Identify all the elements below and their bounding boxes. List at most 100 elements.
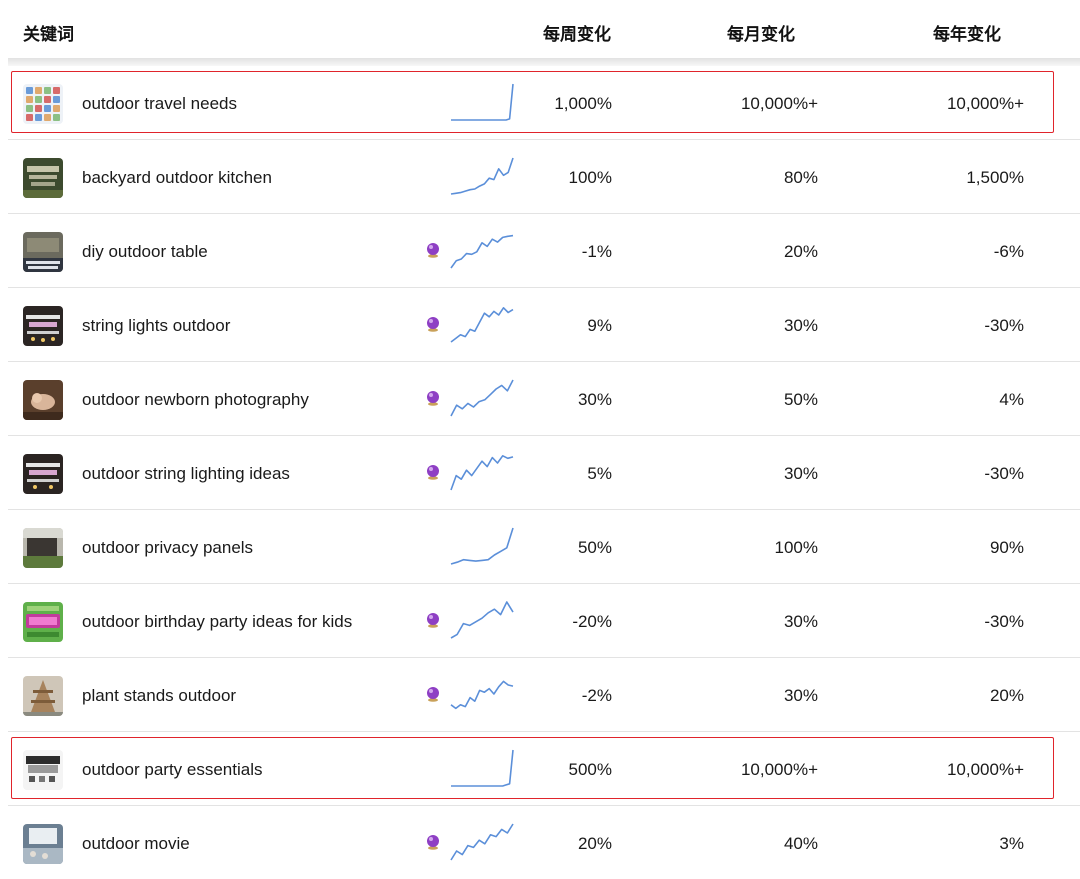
weekly-change-value: -20% [572,612,612,631]
trend-sparkline [450,379,514,417]
keyword-thumbnail [23,84,63,124]
row-divider [8,657,1080,658]
trend-sparkline [450,601,514,639]
monthly-change-value: 50% [783,390,818,409]
keyword-row[interactable]: outdoor privacy panels 50% 100% 90% [0,510,1080,584]
trend-line [450,234,514,269]
weekly-change-value: 30% [577,390,612,409]
monthly-change-value: 30% [783,612,818,631]
header-yearly-change[interactable]: 每年变化 [933,25,1001,44]
row-divider [8,435,1080,436]
crystal-ball-icon [425,612,441,628]
trend-sparkline [450,527,514,565]
crystal-ball-icon [425,834,441,850]
row-divider [8,287,1080,288]
row-divider [8,731,1080,732]
crystal-ball-icon [425,242,441,258]
keyword-row[interactable]: outdoor newborn photography 30% 50% 4% [0,362,1080,436]
keyword-thumbnail [23,380,63,420]
trend-sparkline [450,306,514,343]
trend-line [450,680,514,710]
keyword-label[interactable]: outdoor newborn photography [82,390,309,409]
keyword-thumbnail [23,454,63,494]
yearly-change-value: 90% [989,538,1024,557]
trend-line [451,83,514,121]
row-divider [8,805,1080,806]
monthly-change-value: 10,000%+ [740,760,818,779]
keyword-thumbnail [23,528,63,568]
monthly-change-value: 40% [783,834,818,853]
monthly-change-value: 30% [783,464,818,483]
keyword-row[interactable]: backyard outdoor kitchen 100% 80% 1,500% [0,140,1080,214]
crystal-ball-icon [425,390,441,406]
keyword-label[interactable]: outdoor travel needs [82,94,237,113]
keyword-thumbnail [23,824,63,864]
yearly-change-value: -30% [984,316,1024,335]
keyword-label[interactable]: plant stands outdoor [82,686,237,705]
trend-sparkline [450,157,514,195]
header-keyword[interactable]: 关键词 [23,25,74,44]
trend-sparkline [450,680,514,710]
keyword-row[interactable]: outdoor birthday party ideas for kids -20… [0,584,1080,658]
crystal-ball-icon [425,316,441,332]
weekly-change-value: -1% [581,242,612,261]
keyword-thumbnail [23,158,63,198]
weekly-change-value: 100% [568,168,612,187]
header-monthly-change[interactable]: 每月变化 [727,25,795,44]
keyword-table-body: outdoor travel needs 1,000% 10,000%+ 10,000… [0,66,1080,879]
row-divider [8,361,1080,362]
header-divider [8,58,1080,66]
trend-line [450,601,514,639]
trend-line [450,379,514,417]
trend-line [450,157,514,195]
yearly-change-value: -30% [984,464,1024,483]
row-divider [8,213,1080,214]
crystal-ball-icon [425,686,441,702]
trend-sparkline [450,234,514,269]
monthly-change-value: 30% [783,316,818,335]
yearly-change-value: 20% [989,686,1024,705]
weekly-change-value: 9% [587,316,612,335]
keyword-label[interactable]: outdoor string lighting ideas [82,464,290,483]
keyword-label[interactable]: outdoor birthday party ideas for kids [82,612,353,631]
monthly-change-value: 80% [783,168,818,187]
keyword-label[interactable]: outdoor movie [82,834,190,853]
keyword-label[interactable]: string lights outdoor [82,316,231,335]
weekly-change-value: 500% [568,760,612,779]
weekly-change-value: -2% [581,686,612,705]
row-divider [8,509,1080,510]
keyword-thumbnail [23,750,63,790]
keyword-label[interactable]: outdoor privacy panels [82,538,254,557]
weekly-change-value: 1,000% [554,94,612,113]
trend-sparkline [451,749,514,787]
keyword-label[interactable]: outdoor party essentials [82,760,263,779]
keyword-row[interactable]: outdoor movie 20% 40% 3% [0,806,1080,879]
trend-line [451,749,514,787]
trend-line [450,454,514,491]
trend-sparkline [451,83,514,121]
header-weekly-change[interactable]: 每周变化 [543,25,611,44]
keyword-label[interactable]: diy outdoor table [82,242,208,261]
keyword-row[interactable]: outdoor travel needs 1,000% 10,000%+ 10,000… [0,66,1080,140]
keyword-row[interactable]: outdoor party essentials 500% 10,000%+ 10,0… [0,732,1080,806]
row-divider [8,583,1080,584]
yearly-change-value: 10,000%+ [946,94,1024,113]
keyword-row[interactable]: string lights outdoor 9% 30% -30% [0,288,1080,362]
table-header: 关键词 每周变化 每月变化 每年变化 [0,0,1080,58]
keyword-thumbnail [23,676,63,716]
monthly-change-value: 30% [783,686,818,705]
row-divider [8,139,1080,140]
keyword-label[interactable]: backyard outdoor kitchen [82,168,272,187]
yearly-change-value: 4% [999,390,1024,409]
trend-line [450,527,514,565]
keyword-thumbnail [23,602,63,642]
monthly-change-value: 10,000%+ [740,94,818,113]
trend-line [450,306,514,343]
weekly-change-value: 20% [577,834,612,853]
keyword-row[interactable]: plant stands outdoor -2% 30% 20% [0,658,1080,732]
trend-line [450,823,514,861]
keyword-row[interactable]: diy outdoor table -1% 20% -6% [0,214,1080,288]
yearly-change-value: -30% [984,612,1024,631]
keyword-row[interactable]: outdoor string lighting ideas 5% 30% -30% [0,436,1080,510]
